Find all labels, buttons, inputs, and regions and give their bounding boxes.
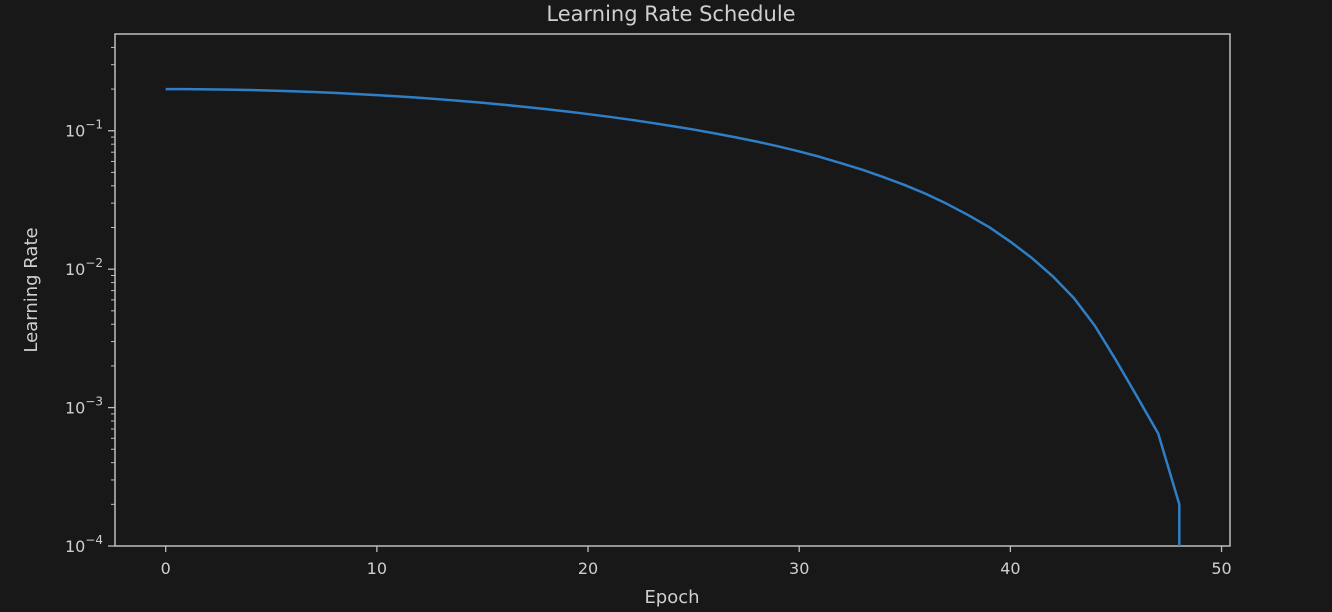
x-tick-label: 50 bbox=[1211, 559, 1231, 578]
y-tick-label: 10−4 bbox=[65, 533, 103, 556]
y-axis-label: Learning Rate bbox=[21, 227, 42, 352]
y-tick-exponent: −2 bbox=[85, 256, 103, 270]
plot-area bbox=[114, 33, 1231, 547]
y-tick-label: 10−3 bbox=[65, 395, 103, 418]
y-axis-ticks: 10−110−210−310−4 bbox=[65, 118, 115, 556]
y-tick-exponent: −4 bbox=[85, 533, 103, 547]
x-tick-label: 40 bbox=[1000, 559, 1020, 578]
y-tick-base: 10 bbox=[65, 537, 85, 556]
y-axis-minor-ticks bbox=[111, 46, 115, 505]
x-axis-ticks: 0 10 20 30 40 50 bbox=[161, 546, 1232, 578]
x-tick-label: 0 bbox=[161, 559, 171, 578]
y-tick-label: 10−1 bbox=[65, 118, 103, 141]
y-tick-base: 10 bbox=[65, 399, 85, 418]
chart-title: Learning Rate Schedule bbox=[546, 2, 795, 26]
y-tick-base: 10 bbox=[65, 122, 85, 141]
y-tick-exponent: −3 bbox=[85, 395, 103, 409]
y-tick-base: 10 bbox=[65, 260, 85, 279]
y-tick-exponent: −1 bbox=[85, 118, 103, 132]
x-tick-label: 20 bbox=[578, 559, 598, 578]
y-tick-label: 10−2 bbox=[65, 256, 103, 279]
x-tick-label: 10 bbox=[367, 559, 387, 578]
x-tick-label: 30 bbox=[789, 559, 809, 578]
series-line bbox=[165, 87, 1181, 546]
x-axis-label: Epoch bbox=[644, 587, 699, 608]
